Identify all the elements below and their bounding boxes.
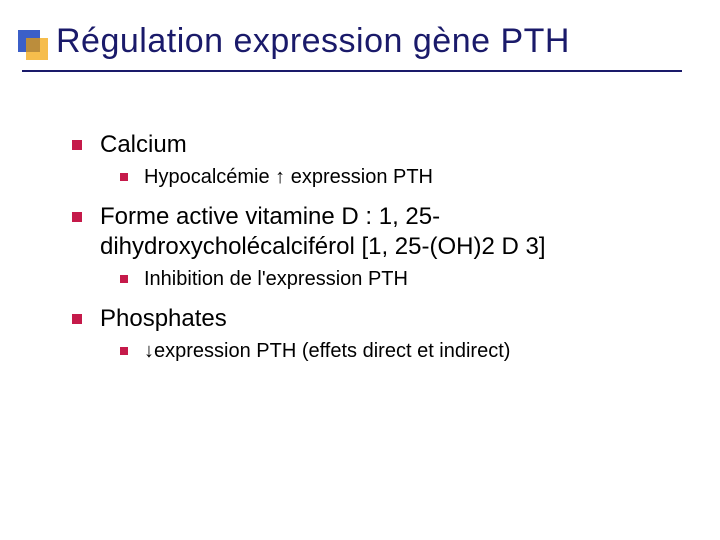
subbullet-label: Inhibition de l'expression PTH [144,266,408,292]
slide-title: Régulation expression gène PTH [56,22,570,61]
subbullet-label: ↓expression PTH (effets direct et indire… [144,338,510,364]
bullet-icon [72,140,82,150]
bullet-label: Forme active vitamine D : 1, 25-dihydrox… [100,202,672,262]
subbullet-expression: ↓expression PTH (effets direct et indire… [120,338,672,364]
subbullet-inhibition: Inhibition de l'expression PTH [120,266,672,292]
bullet-icon [120,347,128,355]
bullet-icon [120,173,128,181]
title-underline [22,70,682,72]
bullet-calcium: Calcium [72,130,672,160]
bullet-label: Calcium [100,130,187,160]
subbullet-hypocalcemie: Hypocalcémie ↑ expression PTH [120,164,672,190]
bullet-vitamine-d: Forme active vitamine D : 1, 25-dihydrox… [72,202,672,262]
accent-logo [18,30,50,62]
accent-orange-square [26,38,48,60]
subbullet-label: Hypocalcémie ↑ expression PTH [144,164,433,190]
bullet-icon [72,314,82,324]
content-area: Calcium Hypocalcémie ↑ expression PTH Fo… [72,130,672,376]
bullet-icon [72,212,82,222]
bullet-icon [120,275,128,283]
bullet-label: Phosphates [100,304,227,334]
bullet-phosphates: Phosphates [72,304,672,334]
